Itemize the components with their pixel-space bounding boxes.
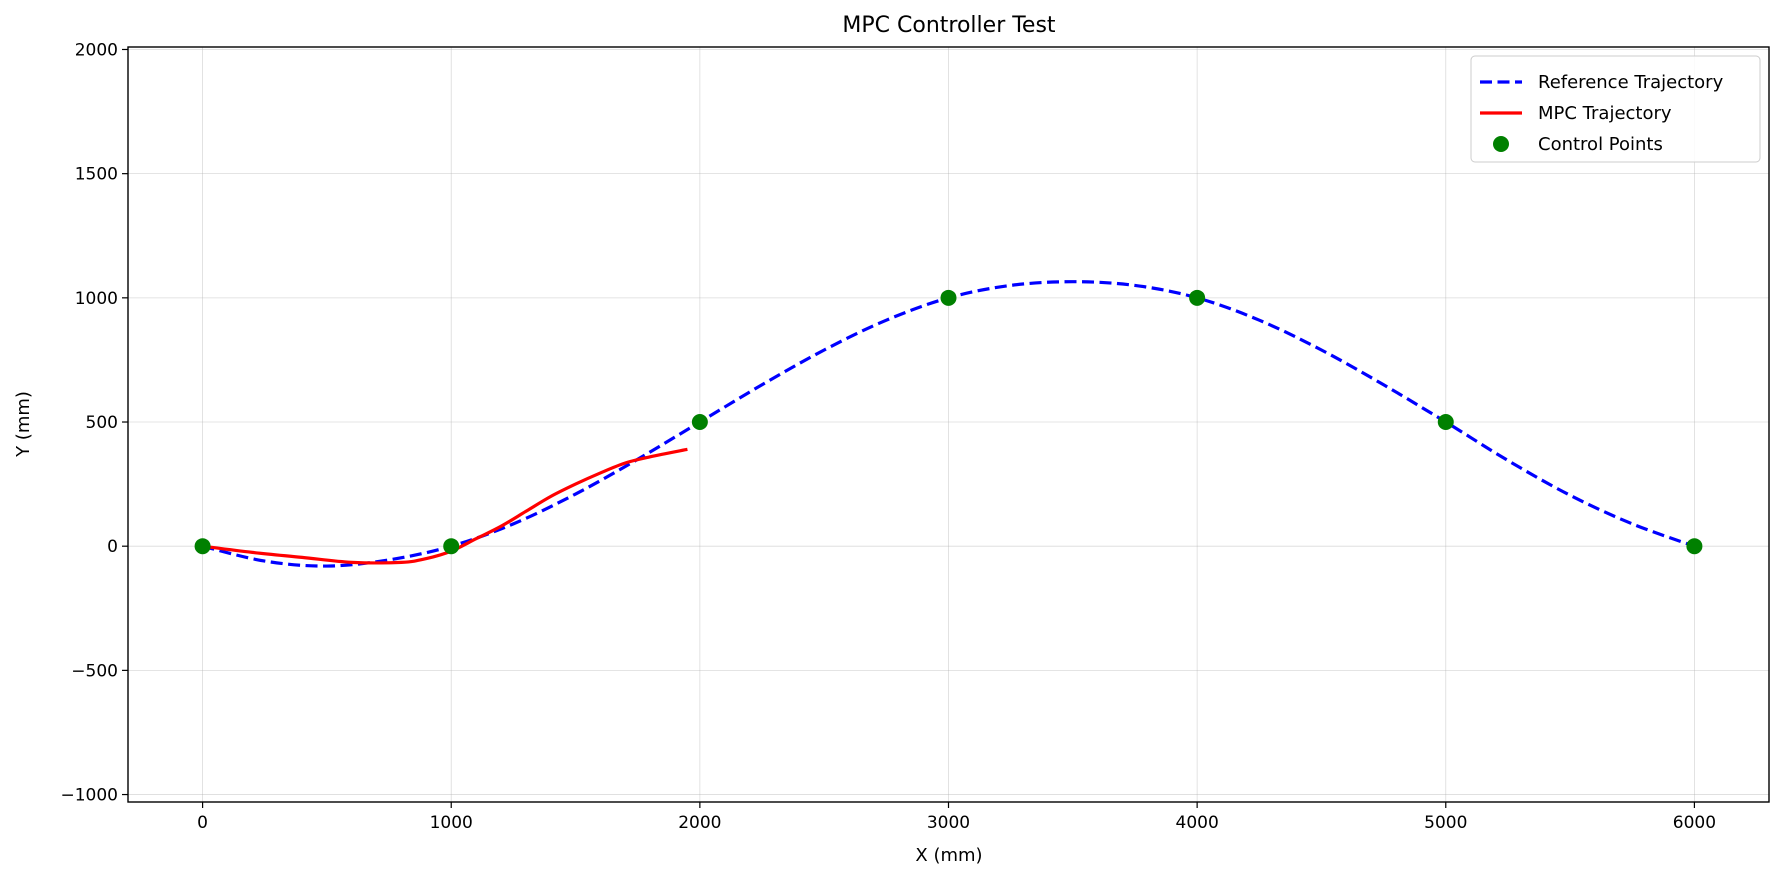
plot-area: [127, 46, 1770, 803]
x-tick-label: 0: [197, 813, 208, 833]
series-layer: [194, 280, 1703, 568]
x-tick-label: 2000: [678, 813, 721, 833]
y-tick-label: −1000: [60, 786, 118, 806]
control-points-series: [194, 289, 1703, 555]
y-tick-label: 1500: [75, 165, 118, 185]
legend-box: [1470, 55, 1761, 163]
legend: Reference Trajectory MPC Trajectory Contro…: [1470, 55, 1761, 163]
y-tick-label: −500: [71, 661, 118, 681]
control-point-marker: [1189, 289, 1206, 306]
legend-entry: Control Points: [1493, 134, 1663, 155]
control-point-marker: [1686, 538, 1703, 555]
control-point-marker: [940, 289, 957, 306]
plot-background: [128, 47, 1769, 802]
y-tick-label: 500: [86, 413, 118, 433]
x-axis-label: X (mm): [915, 845, 982, 866]
y-axis: −1000 −500 0 500 1000 1500 2000: [60, 40, 128, 806]
legend-label: MPC Trajectory: [1538, 103, 1672, 124]
control-point-marker: [1437, 414, 1454, 431]
legend-entry: MPC Trajectory: [1480, 103, 1672, 124]
chart-title: MPC Controller Test: [842, 13, 1056, 38]
control-point-marker: [194, 538, 211, 555]
x-tick-label: 5000: [1424, 813, 1467, 833]
legend-marker: [1493, 136, 1509, 152]
x-tick-label: 3000: [927, 813, 970, 833]
y-axis-label: Y (mm): [13, 391, 34, 458]
x-tick-label: 4000: [1176, 813, 1219, 833]
y-tick-label: 2000: [75, 40, 118, 60]
legend-entry: Reference Trajectory: [1480, 72, 1724, 93]
x-tick-label: 6000: [1673, 813, 1716, 833]
y-tick-label: 0: [107, 537, 118, 557]
y-tick-label: 1000: [75, 289, 118, 309]
control-point-marker: [691, 414, 708, 431]
x-tick-label: 1000: [430, 813, 473, 833]
legend-label: Reference Trajectory: [1538, 72, 1724, 93]
x-axis: 0 1000 2000 3000 4000 5000 6000: [197, 802, 1716, 833]
mpc-trajectory-line: [202, 447, 688, 565]
control-point-marker: [443, 538, 460, 555]
legend-label: Control Points: [1538, 134, 1663, 155]
